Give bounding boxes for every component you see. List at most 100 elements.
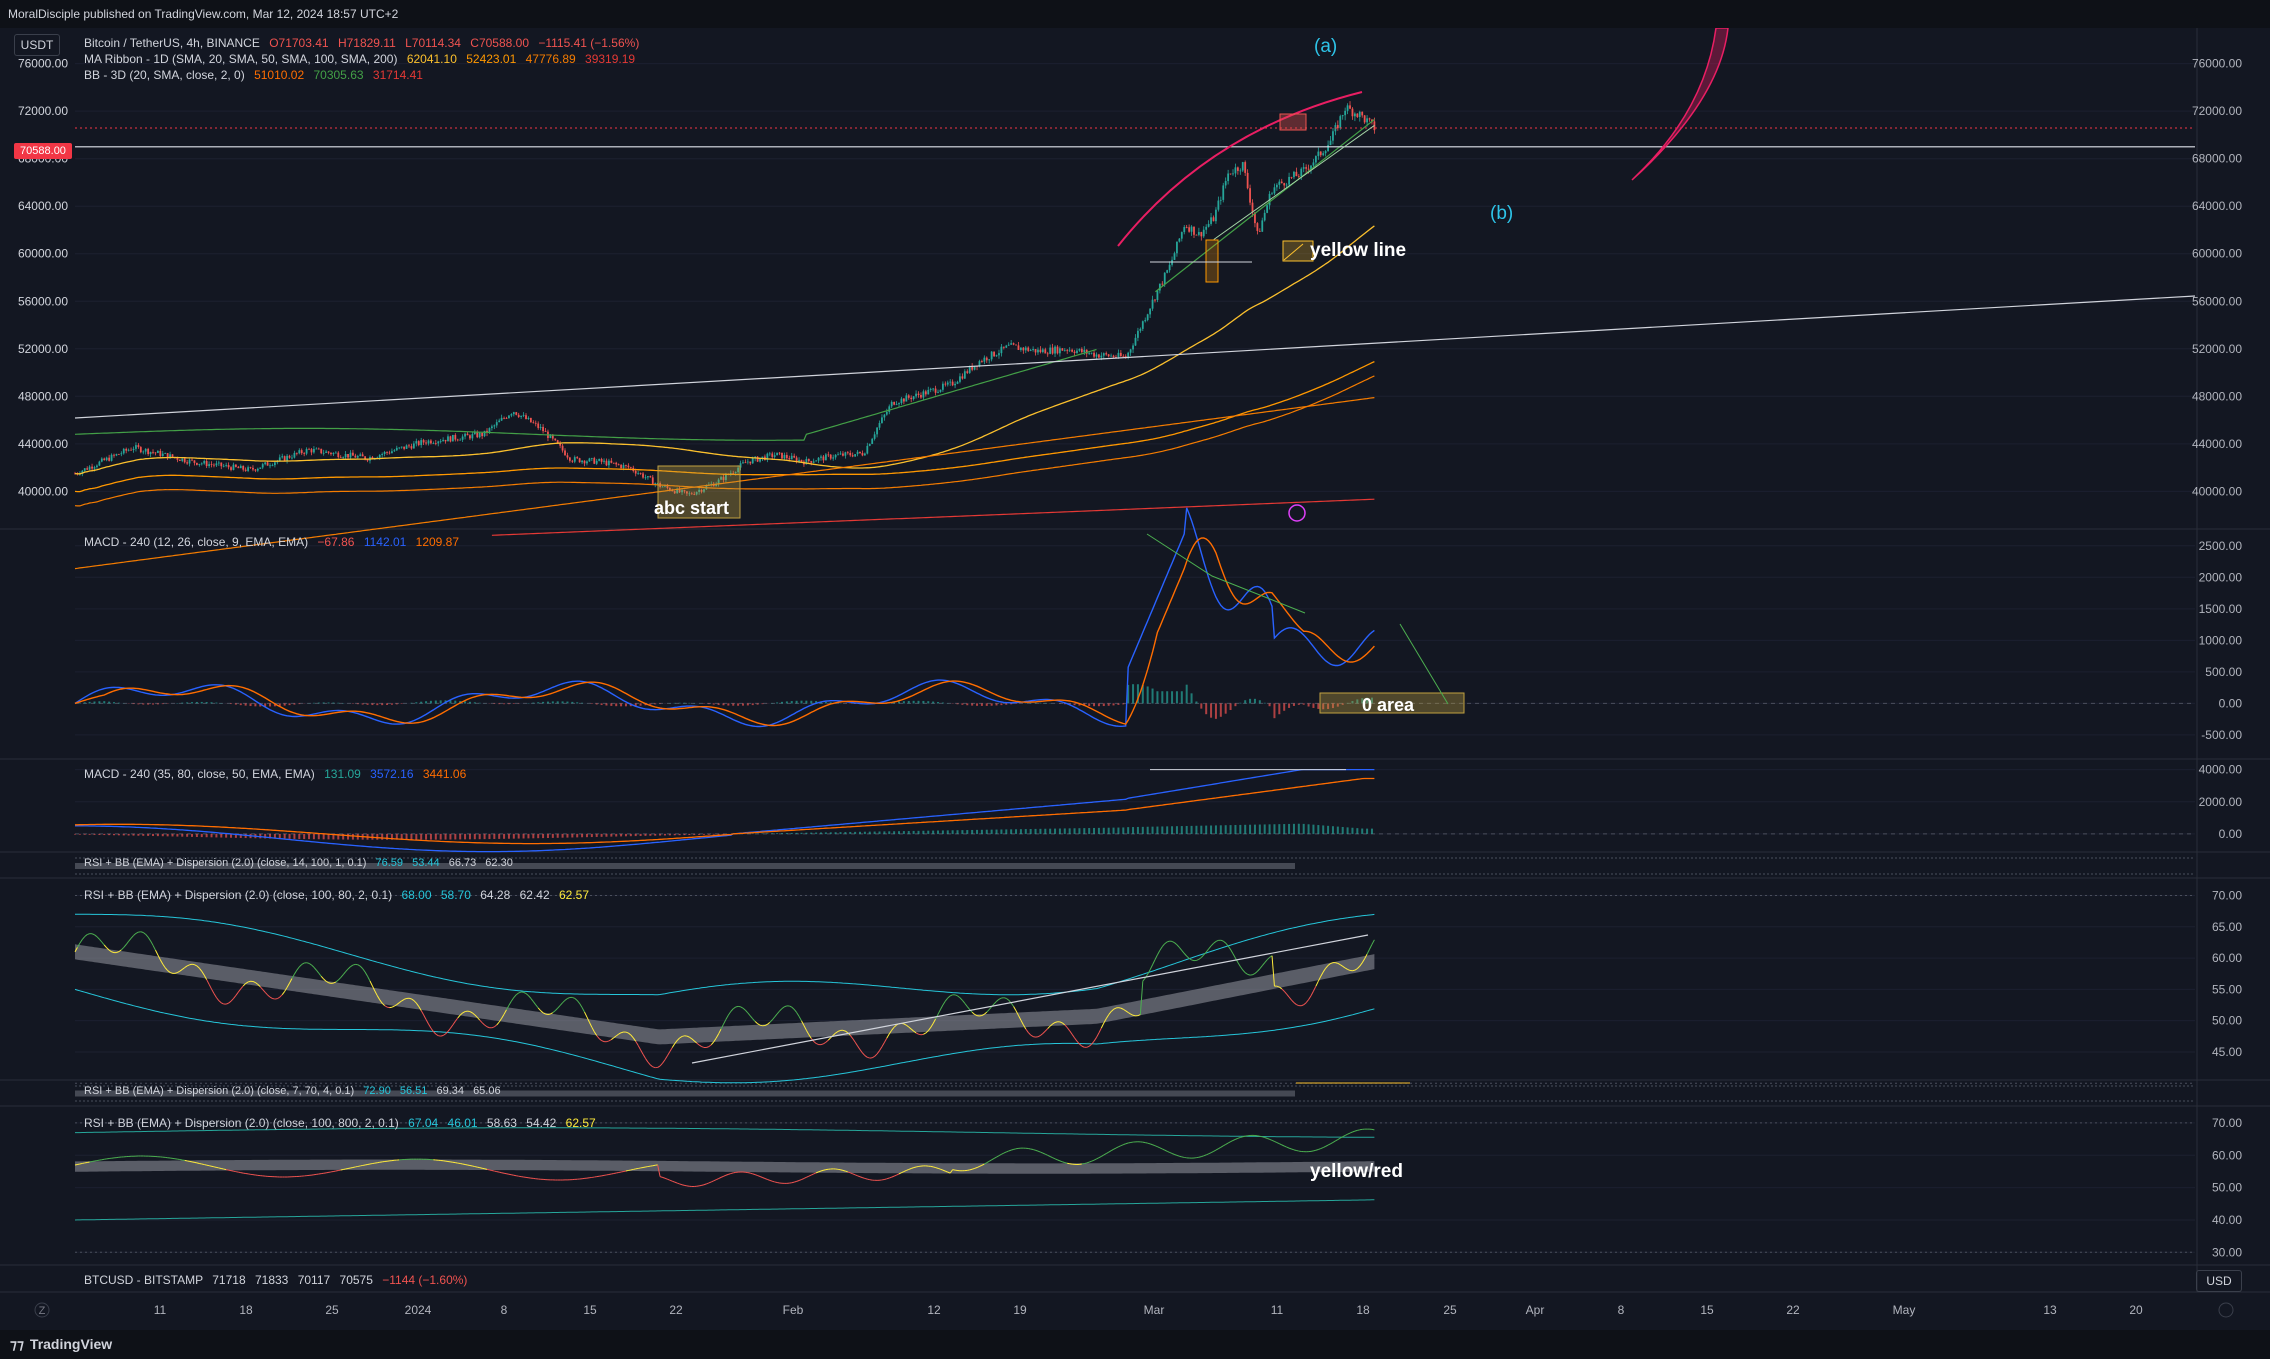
candle-body [327, 451, 330, 453]
rsi2-line-segment [893, 1024, 897, 1028]
macd2-histogram-bar [434, 833, 437, 840]
rsi4-line-segment [486, 1168, 490, 1171]
candle-body [239, 465, 242, 469]
candle-body [320, 448, 323, 454]
annotation-b[interactable]: (b) [1490, 203, 1514, 224]
currency-badge-usd[interactable]: USD [2196, 1270, 2242, 1292]
currency-badge-usdt[interactable]: USDT [14, 34, 60, 56]
candle-body [642, 473, 644, 478]
legend-rsi4[interactable]: RSI + BB (EMA) + Dispersion (2.0) (close… [84, 1116, 596, 1130]
legend-macd2[interactable]: MACD - 240 (35, 80, close, 50, EMA, EMA)… [84, 767, 466, 781]
candle-body [744, 462, 747, 464]
rsi4-line-segment [969, 1168, 973, 1171]
rsi4-line-segment [1352, 1130, 1356, 1133]
rsi2-line-segment [1071, 1034, 1075, 1039]
candle-body [868, 443, 871, 446]
rsi2-line-segment [159, 959, 164, 965]
rsi4-line-segment [808, 1174, 812, 1177]
y-axis[interactable]: 40000.0044000.0048000.0052000.0056000.00… [18, 57, 2242, 1260]
rsi2-tick-label: 65.00 [2212, 920, 2242, 934]
chart-canvas[interactable]: 40000.0044000.0048000.0052000.0056000.00… [0, 28, 2270, 1330]
macd1-histogram-bar [317, 702, 320, 704]
drawings-layer[interactable] [74, 28, 2196, 1084]
rsi2-line-segment [1315, 980, 1319, 987]
candle-body [298, 450, 301, 454]
legend-rsi1[interactable]: RSI + BB (EMA) + Dispersion (2.0) (close… [84, 857, 513, 869]
macd1-histogram-bar [327, 702, 330, 704]
annotation-zero-area[interactable]: 0 area [1362, 695, 1415, 715]
candle-body [476, 432, 479, 438]
price-pane[interactable] [74, 101, 1376, 570]
macd2-histogram-bar [1317, 825, 1320, 834]
macd2-histogram-bar [454, 833, 457, 840]
rsi2-line-segment [415, 1002, 420, 1007]
legend-rsi2[interactable]: RSI + BB (EMA) + Dispersion (2.0) (close… [84, 888, 589, 902]
candle-body [1119, 352, 1122, 357]
candle-body [215, 463, 218, 466]
macd1-histogram-bar [259, 703, 262, 707]
rsi4-line-segment [1113, 1147, 1117, 1150]
rsi2-line-segment [618, 1032, 622, 1035]
rsi2-line-segment [454, 1017, 459, 1022]
rsi4-line-segment [472, 1165, 475, 1168]
annotation-a[interactable]: (a) [1314, 36, 1338, 57]
macd2-pane[interactable] [74, 768, 2195, 853]
candle-body [1161, 283, 1164, 285]
legend-symbol[interactable]: Bitcoin / TetherUS, 4h, BINANCE O71703.4… [84, 36, 639, 50]
macd2-histogram-bar [654, 833, 657, 836]
annotation-abc-start[interactable]: abc start [654, 498, 730, 518]
time-axis[interactable]: 11 18 25 2024 8 15 22 Feb 12 19 Mar 11 18 25 Apr 8 15 22 M… [34, 1302, 2234, 1318]
rsi2-line-segment [1062, 1022, 1066, 1026]
rsi2-line-segment [1018, 1015, 1022, 1021]
macd2-histogram-bar [1312, 824, 1315, 834]
legend-bb[interactable]: BB - 3D (20, SMA, close, 2, 0) 51010.02 … [84, 68, 423, 82]
candle-body [1029, 349, 1032, 351]
legend-ma-ribbon[interactable]: MA Ribbon - 1D (SMA, 20, SMA, 50, SMA, 1… [84, 52, 635, 66]
macd2-histogram-bar [722, 833, 725, 835]
rsi2-line-segment [513, 994, 517, 998]
rsi2-line-segment [1025, 1028, 1029, 1033]
bb-upper-line [74, 348, 1097, 441]
rsi4-line-segment [1322, 1145, 1326, 1148]
macd1-histogram-bar [1336, 703, 1339, 707]
rsi2-line-segment [1142, 977, 1146, 982]
macd1-pane[interactable] [74, 507, 2195, 728]
rsi2-line-segment [284, 987, 288, 992]
candle-body [505, 418, 508, 419]
macd1-histogram-bar [532, 702, 535, 704]
legend-macd2-signal: 3441.06 [422, 767, 467, 781]
macd1-histogram-bar [507, 703, 510, 705]
macd2-histogram-bar [449, 833, 452, 840]
candle-body [980, 361, 983, 362]
annotation-yellow-line[interactable]: yellow line [1310, 240, 1407, 261]
rsi4-line-segment [1011, 1148, 1014, 1151]
legend-btcusd[interactable]: BTCUSD - BITSTAMP 71718 71833 70117 7057… [84, 1273, 467, 1287]
candle-body [1300, 168, 1303, 177]
macd1-histogram-bar [829, 702, 832, 704]
candle-body [761, 456, 764, 459]
candle-body [1258, 230, 1261, 232]
legend-bb-label: BB - 3D (20, SMA, close, 2, 0) [84, 68, 245, 82]
macd2-histogram-bar [605, 833, 608, 837]
legend-macd1[interactable]: MACD - 240 (12, 26, close, 9, EMA, EMA) … [84, 535, 459, 549]
candle-body [361, 454, 364, 457]
macd1-histogram-bar [756, 703, 759, 705]
rsi4-line-segment [1040, 1151, 1044, 1154]
macd1-histogram-bar [298, 703, 301, 705]
tradingview-logo[interactable]: ⁊⁊ TradingView [10, 1336, 112, 1353]
candle-body [529, 417, 532, 423]
candle-body [498, 420, 501, 423]
rsi4-line-segment [352, 1166, 356, 1168]
rsi2-line-segment [279, 994, 283, 998]
candle-body [432, 443, 435, 444]
legend-rsi3[interactable]: RSI + BB (EMA) + Dispersion (2.0) (close… [84, 1085, 501, 1097]
macd1-histogram-bar [137, 703, 140, 705]
rsi4-line-segment [496, 1171, 500, 1173]
macd1-histogram-bar [776, 702, 779, 704]
macd1-histogram-bar [366, 703, 369, 705]
rsi2-line-segment [308, 962, 312, 966]
time-tick-label: 15 [583, 1303, 597, 1317]
rsi2-line-segment [118, 949, 122, 953]
rsi-pane[interactable] [74, 857, 2195, 1253]
annotation-yellow-red[interactable]: yellow/red [1310, 1161, 1403, 1182]
